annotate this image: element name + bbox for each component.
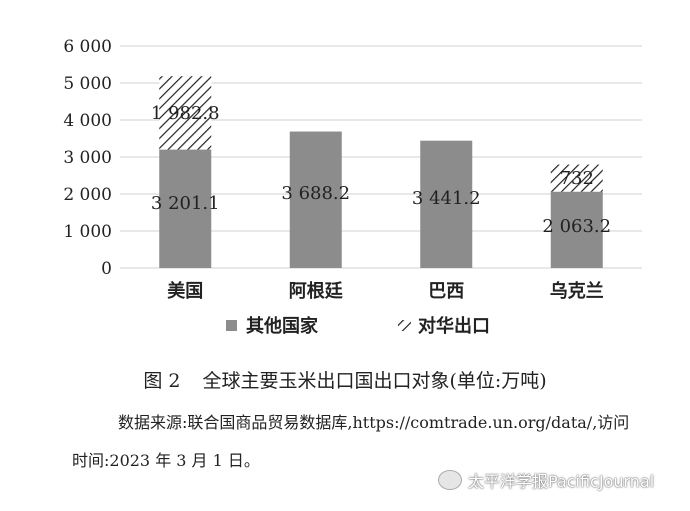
data-label: 732 [560, 168, 594, 189]
y-tick-label: 4 000 [63, 111, 112, 131]
data-label: 1 982.8 [151, 103, 220, 124]
x-tick-label: 巴西 [428, 281, 464, 302]
legend-label: 其他国家 [246, 315, 319, 337]
watermark-text: 太平洋学报PacificJournal [468, 472, 655, 491]
bar-segment [550, 191, 603, 268]
y-tick-label: 0 [101, 259, 112, 279]
data-label: 3 201.1 [151, 193, 220, 214]
y-tick-label: 2 000 [63, 185, 112, 205]
legend-swatch [226, 320, 237, 331]
data-label: 3 688.2 [281, 183, 350, 204]
bar-segment [159, 149, 212, 268]
x-tick-label: 美国 [167, 280, 203, 302]
figure-number: 图 2 [143, 370, 181, 392]
y-tick-label: 3 000 [63, 148, 112, 168]
bar-segment [289, 131, 342, 268]
y-tick-label: 5 000 [63, 74, 112, 94]
stacked-bar-chart: 0 1 000 2 000 3 000 4 000 5 000 6 000 3 201.1 1… [63, 37, 642, 337]
data-source-note: 数据来源:联合国商品贸易数据库,https://comtrade.un.org/… [72, 413, 630, 470]
bar-segment [420, 140, 473, 268]
bar-segment [159, 76, 212, 150]
data-label: 2 063.2 [542, 216, 611, 237]
data-label: 3 441.2 [412, 188, 481, 209]
watermark: 太平洋学报PacificJournal [438, 468, 654, 492]
x-tick-label: 阿根廷 [289, 280, 344, 302]
x-tick-label: 乌克兰 [550, 280, 604, 302]
figure-title: 全球主要玉米出口国出口对象(单位:万吨) [202, 370, 547, 392]
figure-caption: 图 2 全球主要玉米出口国出口对象(单位:万吨) [0, 366, 690, 393]
y-tick-label: 6 000 [63, 37, 112, 57]
bar-segment [550, 164, 603, 192]
legend-swatch [398, 320, 411, 331]
legend-label: 对华出口 [418, 315, 490, 337]
y-tick-label: 1 000 [63, 222, 112, 242]
wechat-icon [438, 470, 462, 490]
